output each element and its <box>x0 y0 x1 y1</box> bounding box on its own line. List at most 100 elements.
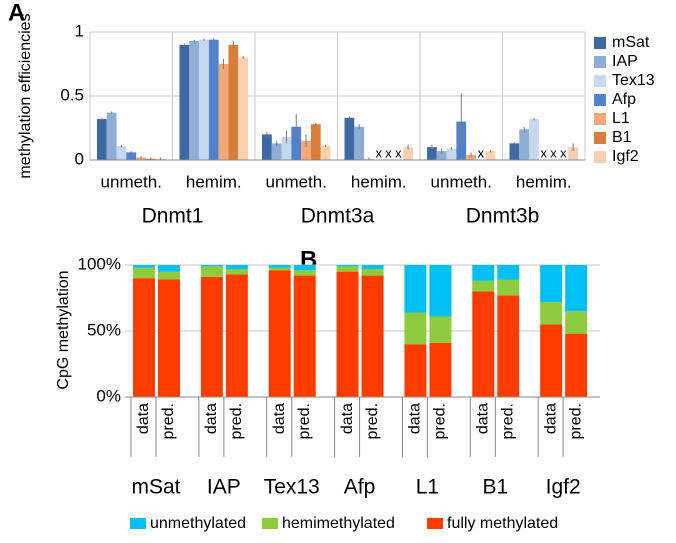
bar <box>281 136 292 160</box>
bar-segment <box>293 270 316 276</box>
bar-segment <box>200 266 223 277</box>
legend-label: Igf2 <box>612 148 639 165</box>
legend-label: unmethylated <box>150 515 246 532</box>
missing-marker: x <box>376 145 383 160</box>
bar-segment <box>133 267 155 279</box>
bar <box>126 152 137 160</box>
legend-label: L1 <box>612 110 630 127</box>
bar-segment <box>336 271 359 397</box>
bar-segment <box>404 344 427 397</box>
group-label: B1 <box>482 476 508 499</box>
x-tick-label: unmeth. <box>266 172 327 191</box>
bar-segment <box>472 291 495 397</box>
bar <box>199 39 209 160</box>
bar-segment <box>361 268 384 276</box>
group-label: Igf2 <box>546 476 581 499</box>
legend-swatch <box>594 94 606 106</box>
bar <box>218 64 229 160</box>
bar-segment <box>200 276 223 397</box>
x-tick-label: data <box>203 403 220 434</box>
bar-segment <box>472 280 495 292</box>
y-axis-label: CpG methylation <box>55 270 72 389</box>
legend-label: Tex13 <box>612 72 655 89</box>
x-tick-label: data <box>339 403 356 434</box>
bar-segment <box>565 265 588 312</box>
group-label: IAP <box>207 476 241 499</box>
x-tick-label: pred. <box>432 403 449 439</box>
bar <box>208 39 219 160</box>
x-tick-label: pred. <box>500 403 517 439</box>
bar <box>320 145 331 160</box>
x-tick-label: data <box>135 403 152 434</box>
missing-marker: x <box>385 145 392 160</box>
legend-swatch <box>427 518 443 529</box>
x-tick-label: unmeth. <box>431 172 492 191</box>
bar-segment <box>404 265 427 313</box>
bar <box>271 143 282 160</box>
legend-swatch <box>130 518 146 529</box>
legend-swatch <box>594 132 606 144</box>
bar-segment <box>497 295 520 397</box>
bar <box>97 119 107 160</box>
panel-label: A <box>8 0 25 26</box>
bar <box>301 140 311 160</box>
bar-segment <box>268 267 291 271</box>
bar <box>485 151 496 160</box>
bar-segment <box>158 279 180 397</box>
bar <box>529 119 539 160</box>
group-label: Afp <box>344 476 376 499</box>
bar <box>344 117 355 160</box>
legend-label: fully methylated <box>447 515 558 532</box>
x-tick-label: pred. <box>296 403 313 439</box>
legend-label: IAP <box>612 53 638 70</box>
y-axis-label: methylation efficiencies <box>17 13 34 178</box>
x-tick-label: data <box>407 403 424 434</box>
missing-marker: x <box>478 145 485 160</box>
bar-segment <box>565 311 588 334</box>
group-label: Tex13 <box>264 476 320 499</box>
x-tick-label: unmeth. <box>101 172 162 191</box>
legend-label: Afp <box>612 91 636 108</box>
legend-swatch <box>594 56 606 68</box>
x-tick-label: data <box>475 403 492 434</box>
bar-segment <box>225 265 248 269</box>
x-tick-label: data <box>542 403 559 434</box>
bar <box>509 143 520 160</box>
bar-segment <box>361 275 384 397</box>
bar-segment <box>268 265 291 268</box>
x-tick-label: pred. <box>228 403 245 439</box>
bar-segment <box>497 279 520 296</box>
x-tick-label: hemim. <box>351 172 407 191</box>
bar-segment <box>225 274 248 397</box>
bar <box>189 40 200 160</box>
bar-segment <box>472 265 495 281</box>
bar-segment <box>429 265 452 317</box>
bar-segment <box>336 265 359 267</box>
bar <box>403 147 413 160</box>
bar-segment <box>540 324 563 397</box>
bar-segment <box>497 265 520 280</box>
bar <box>354 126 365 160</box>
bar <box>106 112 117 160</box>
bar <box>519 129 530 160</box>
legend-swatch <box>594 37 606 49</box>
bar-segment <box>158 271 180 280</box>
bar <box>436 151 447 160</box>
bar-segment <box>336 266 359 272</box>
y-tick-label: 1 <box>75 21 84 40</box>
group-label: Dnmt3b <box>466 205 540 228</box>
y-tick-label: 50% <box>87 320 121 339</box>
y-tick-label: 100% <box>78 254 121 273</box>
bar-segment <box>540 265 563 302</box>
group-label: L1 <box>416 476 439 499</box>
bar-segment <box>133 265 155 268</box>
bar <box>228 44 239 160</box>
bar-segment <box>429 316 452 343</box>
bar-segment <box>268 270 291 397</box>
missing-marker: x <box>560 145 567 160</box>
bar <box>310 124 321 160</box>
bar <box>262 134 272 160</box>
y-tick-label: 0% <box>96 386 121 405</box>
bar-segment <box>225 268 248 275</box>
